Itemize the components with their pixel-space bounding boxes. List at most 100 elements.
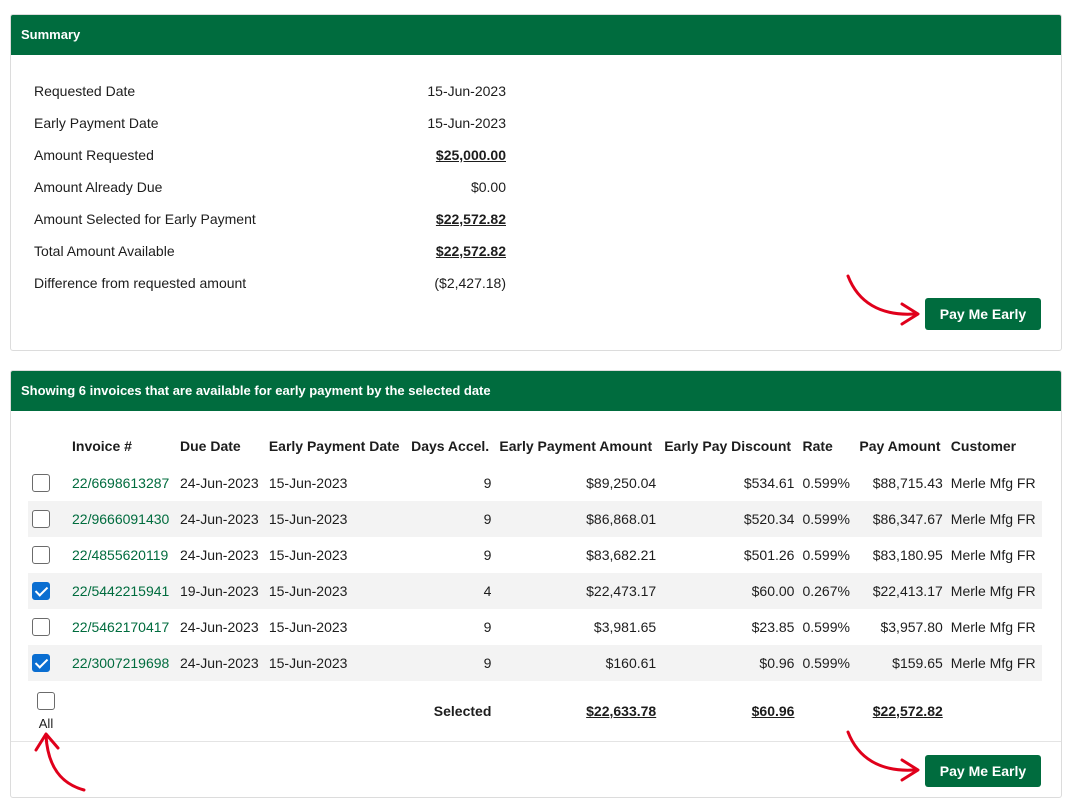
row-checkbox[interactable] bbox=[32, 546, 50, 565]
row-checkbox[interactable] bbox=[32, 618, 50, 637]
early-pay-discount: $520.34 bbox=[660, 501, 799, 537]
summary-row: Difference from requested amount ($2,427… bbox=[34, 273, 506, 293]
total-early-payment-amount[interactable]: $22,633.78 bbox=[586, 703, 657, 719]
summary-label: Requested Date bbox=[34, 83, 136, 99]
total-available-link[interactable]: $22,572.82 bbox=[435, 243, 506, 259]
customer: Merle Mfg FR bbox=[946, 645, 1042, 681]
pay-amount: $159.65 bbox=[855, 645, 947, 681]
summary-header: Summary bbox=[11, 15, 1061, 55]
table-row[interactable]: 22/9666091430 24-Jun-2023 15-Jun-2023 9 $86,… bbox=[28, 501, 1042, 537]
early-payment-date: 15-Jun-2023 bbox=[264, 645, 408, 681]
due-date: 24-Jun-2023 bbox=[176, 645, 265, 681]
table-row[interactable]: 22/6698613287 24-Jun-2023 15-Jun-2023 9 $89,… bbox=[28, 465, 1042, 501]
column-header[interactable]: Pay Amount bbox=[859, 438, 941, 454]
table-row[interactable]: 22/5442215941 19-Jun-2023 15-Jun-2023 4 $22,… bbox=[28, 573, 1042, 609]
customer: Merle Mfg FR bbox=[950, 547, 1036, 563]
column-header[interactable]: Days Accel. bbox=[411, 438, 490, 454]
invoices-panel: Showing 6 invoices that are available fo… bbox=[10, 370, 1062, 798]
table-header-row: Invoice # Due Date Early Payment Date Da… bbox=[28, 427, 1042, 465]
row-checkbox[interactable] bbox=[32, 654, 50, 673]
select-all-cell: All bbox=[28, 681, 68, 741]
column-header[interactable]: Invoice # bbox=[72, 438, 132, 454]
rate: 0.599% bbox=[802, 619, 850, 635]
select-all-checkbox[interactable] bbox=[37, 691, 55, 710]
invoice-number-link[interactable]: 22/3007219698 bbox=[68, 645, 176, 681]
pay-amount: $86,347.67 bbox=[855, 501, 947, 537]
total-pay-amount[interactable]: $22,572.82 bbox=[872, 703, 943, 719]
customer: Merle Mfg FR bbox=[950, 619, 1036, 635]
invoice-number-link[interactable]: 22/5442215941 bbox=[68, 573, 176, 609]
customer: Merle Mfg FR bbox=[946, 501, 1042, 537]
rate: 0.599% bbox=[802, 547, 850, 563]
selected-label: Selected bbox=[433, 703, 492, 719]
early-payment-amount: $3,981.65 bbox=[593, 619, 657, 635]
select-cell bbox=[28, 609, 68, 645]
select-cell bbox=[28, 573, 68, 609]
summary-label: Difference from requested amount bbox=[34, 275, 247, 291]
rate: 0.267% bbox=[798, 573, 856, 609]
column-header[interactable]: Customer bbox=[950, 438, 1017, 454]
row-checkbox[interactable] bbox=[32, 582, 50, 601]
summary-row: Early Payment Date 15-Jun-2023 bbox=[34, 113, 506, 133]
summary-label: Total Amount Available bbox=[34, 243, 175, 259]
summary-label: Early Payment Date bbox=[34, 115, 159, 131]
column-header[interactable]: Early Payment Date bbox=[268, 438, 400, 454]
select-all-label: All bbox=[38, 715, 54, 731]
early-payment-amount: $86,868.01 bbox=[495, 501, 661, 537]
summary-row: Amount Selected for Early Payment $22,57… bbox=[34, 209, 506, 229]
days-accelerated: 9 bbox=[483, 547, 492, 563]
row-checkbox[interactable] bbox=[32, 474, 50, 493]
early-payment-amount: $160.61 bbox=[495, 645, 661, 681]
pay-amount: $3,957.80 bbox=[880, 619, 943, 635]
amount-requested-link[interactable]: $25,000.00 bbox=[435, 147, 506, 163]
invoice-number-link[interactable]: 22/4855620119 bbox=[72, 547, 169, 563]
days-accelerated: 9 bbox=[407, 501, 496, 537]
invoices-header: Showing 6 invoices that are available fo… bbox=[11, 371, 1061, 411]
summary-value: ($2,427.18) bbox=[434, 275, 506, 291]
invoice-table: Invoice # Due Date Early Payment Date Da… bbox=[28, 427, 1042, 741]
summary-label: Amount Requested bbox=[34, 147, 154, 163]
totals-row: All Selected $22,633.78 $60.96 $22,572.8… bbox=[28, 681, 1042, 741]
table-row[interactable]: 22/5462170417 24-Jun-2023 15-Jun-2023 9 $3,9… bbox=[28, 609, 1042, 645]
column-header[interactable]: Due Date bbox=[180, 438, 241, 454]
early-payment-date: 15-Jun-2023 bbox=[264, 573, 408, 609]
invoice-number-link[interactable]: 22/5462170417 bbox=[72, 619, 170, 635]
invoice-number-link[interactable]: 22/6698613287 bbox=[72, 475, 170, 491]
table-row[interactable]: 22/4855620119 24-Jun-2023 15-Jun-2023 9 $83,… bbox=[28, 537, 1042, 573]
row-checkbox[interactable] bbox=[32, 510, 50, 529]
early-pay-discount: $60.00 bbox=[660, 573, 799, 609]
total-discount[interactable]: $60.96 bbox=[751, 703, 795, 719]
table-row[interactable]: 22/3007219698 24-Jun-2023 15-Jun-2023 9 $160… bbox=[28, 645, 1042, 681]
pay-me-early-button[interactable]: Pay Me Early bbox=[925, 755, 1041, 787]
days-accelerated: 4 bbox=[407, 573, 496, 609]
column-header[interactable]: Early Payment Amount bbox=[499, 438, 653, 454]
select-cell bbox=[28, 537, 68, 573]
due-date: 24-Jun-2023 bbox=[176, 501, 265, 537]
pay-me-early-button[interactable]: Pay Me Early bbox=[925, 298, 1041, 330]
pay-amount: $22,413.17 bbox=[855, 573, 947, 609]
annotation-arrow-icon bbox=[846, 730, 920, 782]
select-column-header bbox=[28, 427, 68, 465]
early-pay-discount: $23.85 bbox=[751, 619, 795, 635]
column-header[interactable]: Early Pay Discount bbox=[664, 438, 792, 454]
summary-row: Amount Already Due $0.00 bbox=[34, 177, 506, 197]
early-pay-discount: $501.26 bbox=[743, 547, 795, 563]
days-accelerated: 9 bbox=[407, 645, 496, 681]
due-date: 24-Jun-2023 bbox=[180, 475, 259, 491]
early-payment-date: 15-Jun-2023 bbox=[264, 501, 408, 537]
early-pay-discount: $534.61 bbox=[743, 475, 795, 491]
column-header[interactable]: Rate bbox=[802, 438, 833, 454]
summary-row: Requested Date 15-Jun-2023 bbox=[34, 81, 506, 101]
early-payment-date: 15-Jun-2023 bbox=[268, 475, 348, 491]
summary-label: Amount Already Due bbox=[34, 179, 163, 195]
select-cell bbox=[28, 465, 68, 501]
rate: 0.599% bbox=[798, 501, 856, 537]
early-payment-date: 15-Jun-2023 bbox=[268, 547, 348, 563]
invoice-number-link[interactable]: 22/9666091430 bbox=[68, 501, 176, 537]
due-date: 24-Jun-2023 bbox=[180, 619, 259, 635]
summary-panel: Summary Requested Date 15-Jun-2023 Early… bbox=[10, 14, 1062, 351]
customer: Merle Mfg FR bbox=[946, 573, 1042, 609]
early-payment-date: 15-Jun-2023 bbox=[268, 619, 348, 635]
annotation-arrow-icon bbox=[34, 732, 86, 792]
amount-selected-link[interactable]: $22,572.82 bbox=[435, 211, 506, 227]
